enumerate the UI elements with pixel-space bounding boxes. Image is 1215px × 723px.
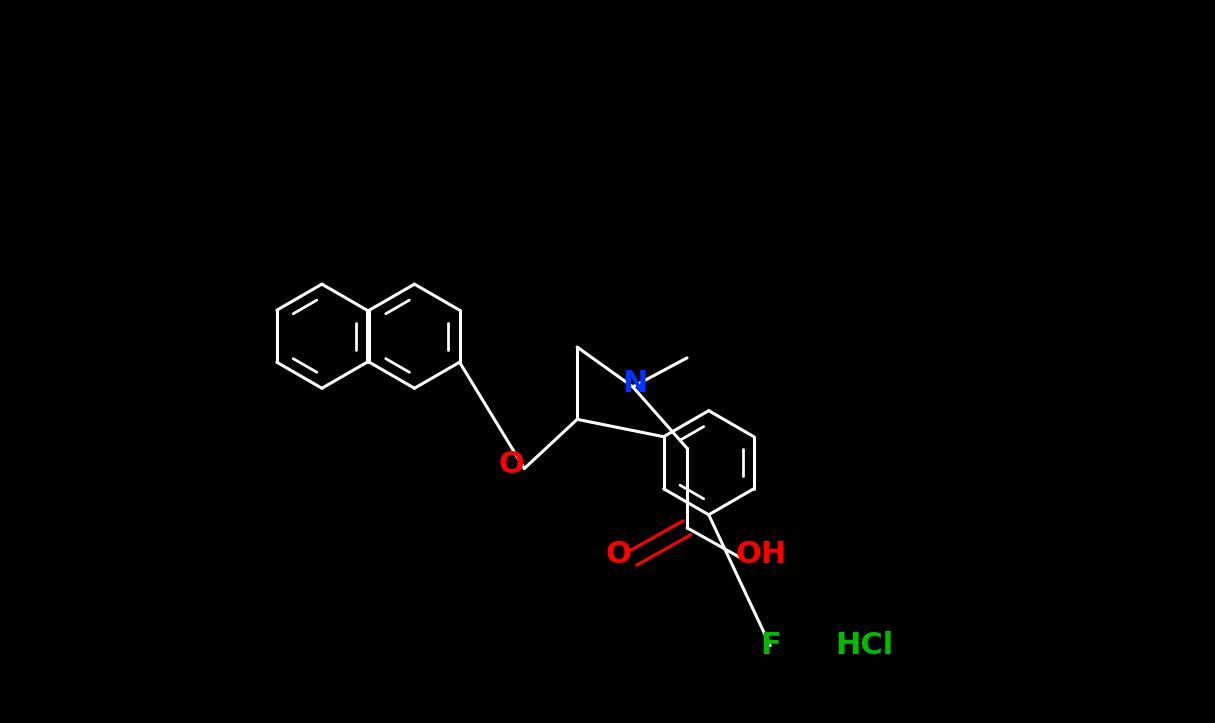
Text: O: O bbox=[498, 450, 525, 479]
Text: O: O bbox=[605, 540, 632, 569]
Text: OH: OH bbox=[736, 540, 787, 569]
Text: N: N bbox=[622, 369, 648, 398]
Text: F: F bbox=[759, 631, 780, 660]
Text: HCl: HCl bbox=[835, 631, 893, 660]
